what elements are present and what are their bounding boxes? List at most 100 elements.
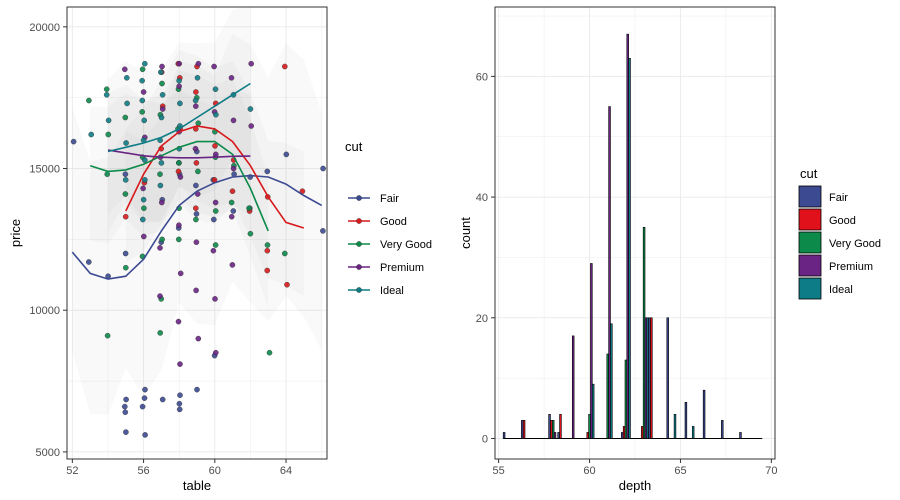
point-ideal [194,75,201,81]
bar-fair [666,317,669,439]
scatter-legend-label-good: Good [380,216,407,228]
point-very-good [105,131,112,138]
point-fair [230,208,237,214]
point-ideal [124,75,130,81]
bar-ideal [691,426,695,439]
bar-fair [739,432,742,439]
bar-fair [721,420,724,439]
point-premium [176,222,182,228]
point-fair [176,400,183,407]
point-fair [70,138,77,145]
point-very-good [195,168,201,175]
point-ideal [177,100,183,107]
point-premium [193,239,200,245]
scatter-y-tick-label: 20000 [29,22,60,34]
histogram-x-axis-ticks: 55 60 65 70 [493,459,777,477]
histogram-panel-border [494,6,776,460]
smooth-line-ideal [107,82,251,153]
point-premium [212,151,219,158]
scatter-y-tick-label: 5000 [36,447,60,459]
point-very-good [175,160,182,166]
point-good [193,89,199,95]
bar-good [650,317,653,439]
point-premium [140,89,147,95]
point-premium [193,287,199,294]
point-very-good [122,191,129,197]
histogram-y-axis-title: count [458,217,473,249]
scatter-points [70,60,326,438]
point-ideal [141,60,148,67]
point-very-good [139,66,146,73]
point-premium [175,318,182,325]
point-good [122,213,129,220]
point-fair [320,228,326,234]
legend-fill-swatch [798,185,822,208]
point-premium [229,262,236,268]
scatter-legend-label-premium: Premium [380,262,424,274]
point-very-good [212,208,219,214]
point-good [284,281,290,288]
point-very-good [193,216,199,223]
point-good [264,267,271,274]
point-ideal [103,92,110,98]
point-fair [142,432,148,438]
point-very-good [159,80,165,87]
bar-good [522,420,526,439]
point-very-good [123,264,129,271]
point-ideal [123,140,129,146]
point-premium [122,66,128,73]
point-ideal [141,117,147,124]
smooth-line-premium [107,149,251,159]
point-premium [177,174,184,180]
point-fair [193,211,200,217]
point-premium [159,63,165,70]
point-very-good [175,236,182,243]
point-good [264,247,271,254]
point-premium [248,60,254,67]
scatter-legend: cut Fair Good Very Good Premium Ideal [345,139,432,297]
point-ideal [176,77,182,84]
point-fair [177,392,183,399]
scatter-y-axis-title: price [8,219,23,247]
histogram-x-tick-label: 60 [583,465,595,477]
histogram-legend-label-ideal: Ideal [829,284,853,296]
histogram-legend-key-good: Good [798,208,856,231]
scatter-x-tick-label: 64 [280,465,292,477]
bar-ideal [628,57,631,439]
point-very-good [141,205,147,211]
histogram-legend-label-good: Good [829,215,856,227]
bar-fair [684,401,688,439]
point-premium [177,270,184,277]
scatter-legend-key-ideal: Ideal [348,285,404,297]
point-ideal [122,177,129,183]
point-premium [158,199,165,206]
histogram-legend-label-premium: Premium [829,261,873,273]
point-ideal [139,216,146,223]
point-fair [122,409,129,416]
point-very-good [122,114,129,121]
bar-fair [502,432,506,439]
scatter-x-tick-label: 52 [66,465,78,477]
histogram-y-tick-label: 0 [482,433,488,445]
legend-point-swatch [356,218,362,224]
histogram-legend-label-fair: Fair [829,192,848,204]
point-premium [192,145,199,152]
histogram-legend: cut Fair Good Very Good Premium Ideal [798,166,881,300]
point-very-good [104,332,111,339]
legend-fill-swatch [798,277,822,300]
point-premium [230,165,237,172]
point-ideal [158,69,164,75]
point-premium [176,83,182,90]
histogram-y-tick-label: 40 [476,192,488,204]
point-premium [212,296,218,302]
legend-fill-swatch [798,231,822,254]
point-ideal [140,196,147,203]
point-premium [228,213,235,220]
point-ideal [142,177,148,183]
point-ideal [139,97,146,104]
point-very-good [157,330,163,336]
point-premium [140,185,146,192]
bar-fair [702,389,706,439]
point-premium [176,60,182,67]
point-very-good [104,171,110,177]
